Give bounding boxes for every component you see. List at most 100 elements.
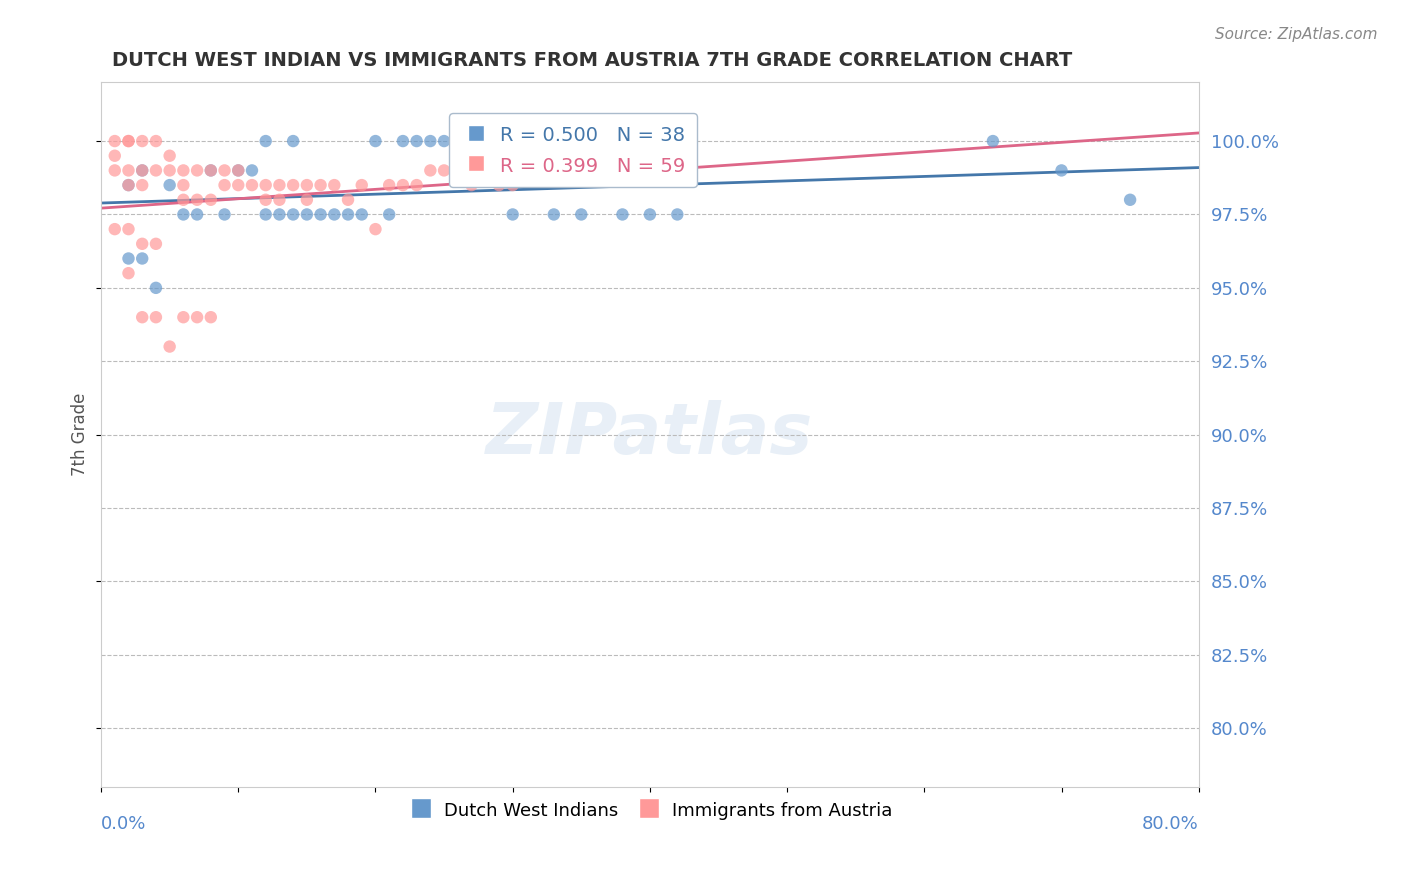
Text: 0.0%: 0.0% — [101, 815, 146, 833]
Point — [145, 134, 167, 148]
Point — [323, 207, 346, 221]
Point — [612, 207, 634, 221]
Point — [502, 178, 524, 193]
Point — [281, 134, 304, 148]
Point — [240, 163, 263, 178]
Point — [226, 178, 249, 193]
Point — [117, 163, 139, 178]
Point — [159, 149, 181, 163]
Point — [131, 134, 153, 148]
Point — [186, 163, 208, 178]
Point — [117, 222, 139, 236]
Point — [350, 207, 373, 221]
Point — [295, 178, 318, 193]
Point — [295, 207, 318, 221]
Point — [337, 193, 360, 207]
Point — [159, 178, 181, 193]
Point — [666, 207, 689, 221]
Point — [281, 207, 304, 221]
Point — [200, 310, 222, 325]
Point — [638, 207, 661, 221]
Point — [172, 163, 194, 178]
Point — [104, 163, 127, 178]
Point — [419, 134, 441, 148]
Point — [172, 310, 194, 325]
Point — [488, 178, 510, 193]
Point — [214, 163, 236, 178]
Point — [364, 134, 387, 148]
Point — [131, 310, 153, 325]
Point — [131, 163, 153, 178]
Point — [269, 178, 291, 193]
Point — [364, 222, 387, 236]
Point — [117, 266, 139, 280]
Point — [269, 193, 291, 207]
Point — [405, 178, 427, 193]
Point — [186, 207, 208, 221]
Point — [254, 207, 277, 221]
Point — [226, 163, 249, 178]
Legend: Dutch West Indians, Immigrants from Austria: Dutch West Indians, Immigrants from Aust… — [401, 793, 900, 827]
Point — [1119, 193, 1142, 207]
Point — [117, 134, 139, 148]
Point — [281, 178, 304, 193]
Point — [295, 193, 318, 207]
Text: Source: ZipAtlas.com: Source: ZipAtlas.com — [1215, 27, 1378, 42]
Point — [569, 207, 592, 221]
Point — [104, 222, 127, 236]
Point — [214, 207, 236, 221]
Point — [474, 163, 496, 178]
Point — [214, 178, 236, 193]
Point — [117, 178, 139, 193]
Point — [433, 163, 456, 178]
Point — [502, 207, 524, 221]
Point — [323, 178, 346, 193]
Text: 80.0%: 80.0% — [1142, 815, 1199, 833]
Point — [104, 134, 127, 148]
Point — [117, 178, 139, 193]
Point — [1050, 163, 1073, 178]
Point — [447, 134, 470, 148]
Point — [460, 178, 482, 193]
Point — [392, 178, 415, 193]
Point — [104, 149, 127, 163]
Point — [350, 178, 373, 193]
Point — [419, 163, 441, 178]
Point — [240, 178, 263, 193]
Point — [309, 207, 332, 221]
Point — [378, 207, 401, 221]
Text: DUTCH WEST INDIAN VS IMMIGRANTS FROM AUSTRIA 7TH GRADE CORRELATION CHART: DUTCH WEST INDIAN VS IMMIGRANTS FROM AUS… — [112, 51, 1073, 70]
Point — [172, 178, 194, 193]
Point — [117, 252, 139, 266]
Point — [159, 163, 181, 178]
Point — [392, 134, 415, 148]
Point — [186, 193, 208, 207]
Point — [447, 163, 470, 178]
Point — [172, 193, 194, 207]
Point — [145, 310, 167, 325]
Point — [131, 236, 153, 251]
Point — [254, 178, 277, 193]
Point — [172, 207, 194, 221]
Point — [186, 310, 208, 325]
Point — [200, 163, 222, 178]
Point — [378, 178, 401, 193]
Point — [309, 178, 332, 193]
Point — [337, 207, 360, 221]
Point — [433, 134, 456, 148]
Point — [131, 163, 153, 178]
Point — [254, 134, 277, 148]
Point — [200, 163, 222, 178]
Point — [269, 207, 291, 221]
Text: ZIPatlas: ZIPatlas — [486, 401, 814, 469]
Point — [981, 134, 1004, 148]
Point — [145, 163, 167, 178]
Point — [226, 163, 249, 178]
Point — [254, 193, 277, 207]
Point — [543, 207, 565, 221]
Point — [117, 134, 139, 148]
Point — [159, 340, 181, 354]
Point — [131, 178, 153, 193]
Point — [405, 134, 427, 148]
Point — [145, 236, 167, 251]
